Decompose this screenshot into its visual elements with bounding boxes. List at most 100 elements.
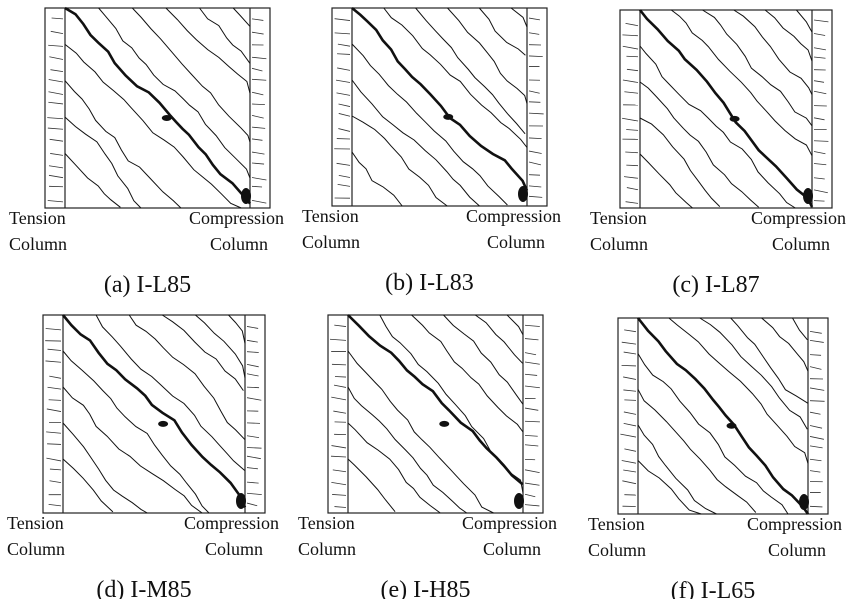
column-crack	[809, 436, 824, 440]
spalling	[158, 420, 169, 427]
crack	[62, 422, 148, 514]
column-crack	[246, 351, 259, 353]
crack	[510, 7, 528, 28]
column-crack	[528, 195, 543, 198]
column-crack	[813, 177, 825, 180]
column-crack	[48, 79, 64, 83]
column-crack	[622, 480, 637, 485]
column-crack	[334, 506, 347, 508]
column-crack	[251, 114, 264, 119]
crack	[733, 9, 813, 95]
spalling	[729, 115, 740, 122]
column-crack	[49, 375, 62, 379]
column-crack	[48, 174, 64, 179]
column-crack	[622, 79, 639, 83]
crack	[638, 9, 814, 208]
crack	[98, 7, 251, 179]
column-crack	[624, 91, 639, 94]
crack	[506, 314, 524, 336]
column-crack	[335, 79, 351, 83]
crack	[347, 386, 467, 514]
column-crack	[338, 128, 351, 132]
crack	[637, 460, 702, 515]
column-crack	[809, 330, 822, 334]
crack	[232, 7, 251, 27]
column-crack	[528, 185, 542, 188]
crack	[637, 424, 717, 515]
column-crack	[331, 396, 347, 401]
column-crack	[622, 45, 639, 50]
crack	[702, 9, 813, 127]
column-crack	[621, 365, 637, 367]
crack	[228, 314, 246, 344]
crack	[199, 7, 251, 64]
compression-label: Compression	[189, 208, 284, 228]
column-crack	[524, 420, 540, 423]
crack	[64, 80, 182, 209]
column-crack	[329, 338, 347, 341]
crack	[62, 350, 210, 514]
column-crack	[251, 199, 267, 204]
column-crack	[330, 455, 347, 458]
column-crack	[337, 183, 351, 187]
column-crack	[624, 329, 637, 333]
column-crack	[47, 117, 64, 120]
tension-label: Tension	[298, 513, 355, 533]
column-crack	[809, 400, 825, 402]
crack	[61, 314, 247, 508]
column-crack	[336, 162, 351, 166]
crack	[796, 9, 813, 33]
column-crack	[251, 67, 263, 72]
column-crack	[45, 360, 62, 363]
column-crack	[334, 18, 351, 21]
panel-frame	[327, 314, 544, 514]
column-crack	[524, 352, 537, 356]
column-crack	[625, 151, 639, 154]
crack	[764, 9, 813, 62]
column-crack	[48, 44, 64, 47]
column-crack	[623, 176, 639, 179]
crack	[165, 7, 251, 94]
column-crack	[626, 164, 639, 167]
spalling	[161, 115, 172, 121]
crack	[64, 116, 142, 209]
column-crack	[524, 373, 538, 376]
column-crack	[524, 444, 539, 447]
crack	[62, 458, 114, 513]
crack	[639, 45, 796, 209]
spalling	[514, 493, 524, 509]
crack	[639, 81, 760, 208]
column-crack	[48, 101, 64, 105]
compression-label: Column	[487, 232, 545, 252]
compression-label: Compression	[462, 513, 557, 533]
column-crack	[813, 151, 826, 155]
crack	[351, 151, 403, 207]
column-crack	[251, 103, 265, 106]
panel	[42, 314, 266, 514]
column-crack	[334, 32, 351, 35]
crack	[447, 7, 528, 104]
column-crack	[813, 140, 829, 142]
column-crack	[251, 91, 264, 96]
panel	[327, 314, 544, 514]
column-crack	[48, 91, 64, 95]
compression-label: Column	[205, 539, 263, 559]
column-crack	[813, 56, 826, 59]
crack	[347, 350, 494, 514]
spalling	[241, 188, 251, 204]
tension-label: Column	[298, 539, 356, 559]
crack	[639, 153, 693, 209]
crack	[475, 314, 523, 364]
column-crack	[337, 67, 351, 71]
column-crack	[51, 17, 64, 20]
column-crack	[251, 56, 267, 60]
column-crack	[528, 150, 542, 154]
caption: (e) I-H85	[381, 577, 471, 599]
column-crack	[246, 339, 258, 343]
column-crack	[809, 340, 824, 343]
column-crack	[626, 129, 639, 131]
column-crack	[809, 354, 822, 356]
crack	[730, 317, 809, 404]
